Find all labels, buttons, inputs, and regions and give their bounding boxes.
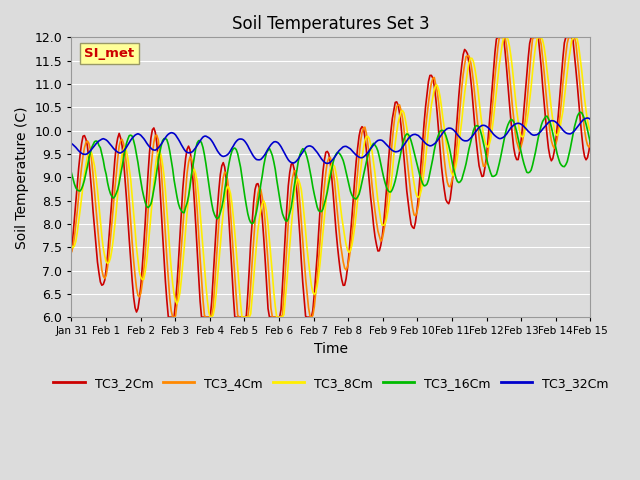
TC3_32Cm bbox=[559, 127, 567, 133]
TC3_16Cm bbox=[131, 144, 139, 149]
TC3_32Cm bbox=[584, 115, 591, 121]
TC3_2Cm bbox=[131, 305, 139, 311]
TC3_16Cm bbox=[239, 184, 247, 190]
Line: TC3_2Cm: TC3_2Cm bbox=[72, 37, 590, 317]
Line: TC3_16Cm: TC3_16Cm bbox=[72, 112, 590, 224]
TC3_4Cm bbox=[561, 65, 568, 71]
TC3_8Cm bbox=[500, 35, 508, 40]
Line: TC3_8Cm: TC3_8Cm bbox=[72, 37, 590, 317]
TC3_2Cm bbox=[296, 232, 303, 238]
TC3_16Cm bbox=[296, 152, 303, 158]
TC3_8Cm bbox=[250, 276, 257, 282]
TC3_4Cm bbox=[131, 272, 139, 278]
TC3_32Cm bbox=[239, 137, 247, 143]
Legend: TC3_2Cm, TC3_4Cm, TC3_8Cm, TC3_16Cm, TC3_32Cm: TC3_2Cm, TC3_4Cm, TC3_8Cm, TC3_16Cm, TC3… bbox=[48, 372, 614, 395]
Title: Soil Temperatures Set 3: Soil Temperatures Set 3 bbox=[232, 15, 429, 33]
TC3_4Cm bbox=[250, 240, 257, 245]
X-axis label: Time: Time bbox=[314, 342, 348, 356]
TC3_8Cm bbox=[586, 128, 594, 134]
TC3_2Cm bbox=[68, 248, 76, 254]
TC3_16Cm bbox=[68, 170, 76, 176]
TC3_4Cm bbox=[296, 199, 303, 205]
Line: TC3_32Cm: TC3_32Cm bbox=[72, 118, 590, 163]
TC3_2Cm bbox=[586, 138, 594, 144]
TC3_2Cm bbox=[224, 193, 232, 199]
Line: TC3_4Cm: TC3_4Cm bbox=[72, 37, 590, 317]
TC3_8Cm bbox=[68, 243, 76, 249]
TC3_32Cm bbox=[68, 141, 76, 146]
TC3_2Cm bbox=[494, 35, 502, 40]
TC3_2Cm bbox=[561, 40, 568, 46]
TC3_2Cm bbox=[250, 200, 257, 205]
TC3_32Cm bbox=[222, 153, 230, 158]
TC3_16Cm bbox=[559, 164, 567, 169]
TC3_32Cm bbox=[586, 116, 594, 122]
TC3_8Cm bbox=[561, 96, 568, 101]
TC3_4Cm bbox=[224, 177, 232, 183]
TC3_32Cm bbox=[248, 151, 256, 157]
TC3_8Cm bbox=[296, 180, 303, 186]
Y-axis label: Soil Temperature (C): Soil Temperature (C) bbox=[15, 106, 29, 249]
TC3_16Cm bbox=[586, 140, 594, 145]
Text: SI_met: SI_met bbox=[84, 47, 134, 60]
TC3_32Cm bbox=[323, 160, 331, 166]
TC3_8Cm bbox=[241, 314, 249, 320]
TC3_4Cm bbox=[68, 249, 76, 255]
TC3_4Cm bbox=[169, 314, 177, 320]
TC3_8Cm bbox=[131, 227, 139, 233]
TC3_4Cm bbox=[586, 142, 594, 147]
TC3_16Cm bbox=[577, 109, 584, 115]
TC3_2Cm bbox=[166, 314, 173, 320]
TC3_16Cm bbox=[250, 220, 257, 226]
TC3_8Cm bbox=[206, 314, 214, 320]
TC3_32Cm bbox=[131, 132, 139, 138]
TC3_16Cm bbox=[248, 221, 256, 227]
TC3_32Cm bbox=[294, 156, 302, 162]
TC3_2Cm bbox=[241, 314, 249, 320]
TC3_16Cm bbox=[222, 178, 230, 183]
TC3_4Cm bbox=[495, 35, 503, 40]
TC3_8Cm bbox=[224, 183, 232, 189]
TC3_4Cm bbox=[241, 314, 249, 320]
